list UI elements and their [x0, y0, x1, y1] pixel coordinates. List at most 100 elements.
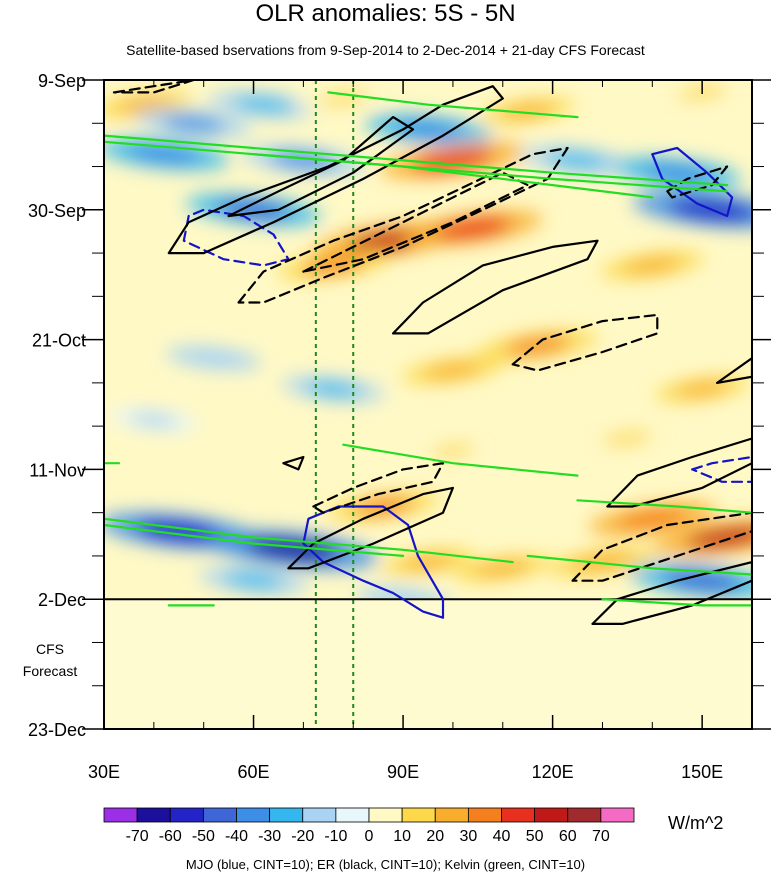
forecast-label: Forecast [23, 663, 78, 679]
colorbar-swatch [302, 807, 337, 823]
x-tick-label: 150E [681, 762, 723, 782]
anomaly-core [504, 336, 571, 356]
kelvin-contour [601, 598, 752, 607]
er-contour [302, 171, 529, 273]
kelvin-contour [104, 517, 514, 564]
forecast-region [104, 599, 752, 729]
chart-title: OLR anomalies: 5S - 5N [255, 0, 516, 27]
colorbar-label: 30 [459, 828, 477, 845]
colorbar-label: -60 [159, 828, 182, 845]
colorbar-label: -10 [324, 828, 347, 845]
kelvin-contour [104, 523, 405, 558]
er-contour [392, 239, 599, 335]
colorbar-label: 50 [526, 828, 544, 845]
er-contour [167, 85, 504, 255]
colorbar-swatch [236, 807, 271, 823]
anomaly-core [642, 163, 713, 182]
er-contour [571, 511, 752, 582]
kelvin-contour [342, 443, 579, 477]
colorbar-label: -20 [291, 828, 314, 845]
anomaly-core [161, 114, 226, 132]
colorbar-label: -40 [225, 828, 248, 845]
overlay-layer: CFS Forecast [23, 80, 752, 729]
colorbar-label: 0 [365, 828, 374, 845]
kelvin-contour [526, 554, 752, 576]
colorbar-label: -30 [258, 828, 281, 845]
colorbar-swatch [600, 807, 635, 823]
colorbar-swatch [567, 807, 602, 823]
er-contour [591, 560, 752, 626]
kelvin-contour [576, 499, 752, 514]
anomaly-core [233, 96, 294, 113]
colorbar: -70 -60 -50 -40 -30 -20 -10 0 10 20 30 40 50 60 70 [103, 807, 635, 845]
kelvin-contour [327, 91, 579, 119]
anomaly-core [424, 362, 482, 379]
anomaly-core [475, 560, 530, 577]
anomaly-core [675, 381, 729, 397]
er-contour [237, 146, 569, 304]
anomaly-core [430, 444, 476, 458]
colorbar-swatch [335, 807, 370, 823]
colorbar-label: 10 [393, 828, 411, 845]
axes: 30E 60E 90E 120E 150E 9-Sep 30-Sep 21-Oct 11-Nov… [28, 71, 771, 782]
colorbar-swatch [534, 807, 569, 823]
x-tick-label: 120E [532, 762, 574, 782]
y-tick-label: 2-Dec [38, 590, 86, 610]
colorbar-label: -70 [126, 828, 149, 845]
chart-subtitle: Satellite-based bservations from 9-Sep-2… [126, 42, 645, 58]
colorbar-swatch [401, 807, 436, 823]
colorbar-swatch [103, 807, 138, 823]
forecast-label: CFS [36, 641, 64, 657]
colorbar-label: -50 [192, 828, 215, 845]
er-contour [282, 455, 305, 471]
er-contour [511, 313, 659, 372]
anomaly-core [127, 144, 200, 164]
legend-footer: MJO (blue, CINT=10); ER (black, CINT=10)… [185, 857, 586, 872]
colorbar-swatch [368, 807, 403, 823]
y-tick-label: 11-Nov [29, 460, 86, 480]
anomaly-core [602, 431, 653, 446]
mjo-contour [182, 208, 290, 267]
anomaly-core [129, 413, 179, 427]
anomaly-core [686, 526, 752, 549]
colorbar-label: 70 [592, 828, 610, 845]
er-contour [112, 80, 195, 94]
y-tick-label: 23-Dec [28, 720, 86, 740]
colorbar-swatch [136, 807, 171, 823]
colorbar-swatch [169, 807, 204, 823]
anomaly-field [104, 80, 752, 729]
colorbar-swatch [434, 807, 469, 823]
colorbar-units: W/m^2 [668, 813, 724, 833]
anomaly-core [662, 570, 743, 591]
colorbar-swatch [202, 807, 237, 823]
colorbar-label: 40 [493, 828, 511, 845]
er-contour [312, 462, 445, 514]
colorbar-swatch [269, 807, 304, 823]
er-contour [227, 115, 415, 218]
mjo-contour [651, 146, 734, 218]
er-contour [715, 357, 752, 384]
colorbar-label: 20 [426, 828, 444, 845]
kelvin-contour [252, 153, 654, 199]
colorbar-swatch [501, 807, 536, 823]
colorbar-label: 60 [559, 828, 577, 845]
anomaly-core [116, 96, 172, 113]
anomaly-core [401, 554, 455, 570]
wave-contours [104, 80, 752, 626]
y-tick-label: 30-Sep [28, 201, 86, 221]
er-contour [287, 486, 454, 570]
plot-frame [103, 79, 753, 730]
kelvin-contour [104, 134, 729, 187]
y-tick-label: 9-Sep [38, 71, 86, 91]
anomaly-core [223, 572, 284, 589]
anomaly-core [434, 217, 512, 239]
anomaly-core [623, 257, 681, 274]
anomaly-core [305, 381, 362, 397]
x-tick-label: 60E [238, 762, 270, 782]
y-tick-label: 21-Oct [32, 331, 86, 351]
x-tick-label: 30E [88, 762, 120, 782]
anomaly-core [302, 256, 365, 275]
colorbar-swatch [467, 807, 502, 823]
x-tick-label: 90E [387, 762, 419, 782]
